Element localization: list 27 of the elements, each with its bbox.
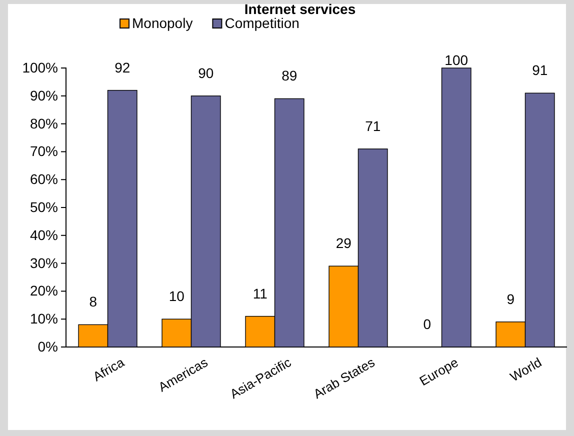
y-tick-label: 80% [30, 115, 58, 132]
data-label: 92 [114, 59, 130, 76]
y-tick-label: 20% [30, 282, 58, 299]
data-label: 29 [336, 235, 352, 252]
y-tick-label: 50% [30, 198, 58, 215]
data-label: 91 [532, 62, 548, 78]
y-tick-label: 60% [30, 171, 58, 188]
data-label: 10 [168, 288, 185, 304]
data-label: 100 [444, 52, 468, 68]
data-label: 9 [506, 290, 515, 307]
y-tick-label: 100% [22, 59, 58, 76]
data-label: 8 [89, 294, 98, 310]
data-label: 0 [423, 316, 432, 332]
y-tick-label: 30% [30, 254, 58, 271]
y-tick-label: 90% [30, 87, 58, 104]
chart-title: Internet services [244, 1, 356, 17]
y-tick-label: 40% [30, 226, 58, 243]
data-label: 71 [365, 118, 381, 134]
y-tick-label: 0% [38, 338, 58, 354]
data-label: 89 [282, 68, 298, 84]
data-label: 90 [198, 64, 214, 81]
y-tick-label: 70% [30, 143, 58, 160]
legend-label: Monopoly [132, 15, 193, 31]
y-tick-label: 10% [30, 310, 58, 327]
x-tick-label: Africa [90, 354, 128, 384]
legend-label: Competition [224, 15, 300, 31]
data-label: 11 [252, 285, 268, 302]
